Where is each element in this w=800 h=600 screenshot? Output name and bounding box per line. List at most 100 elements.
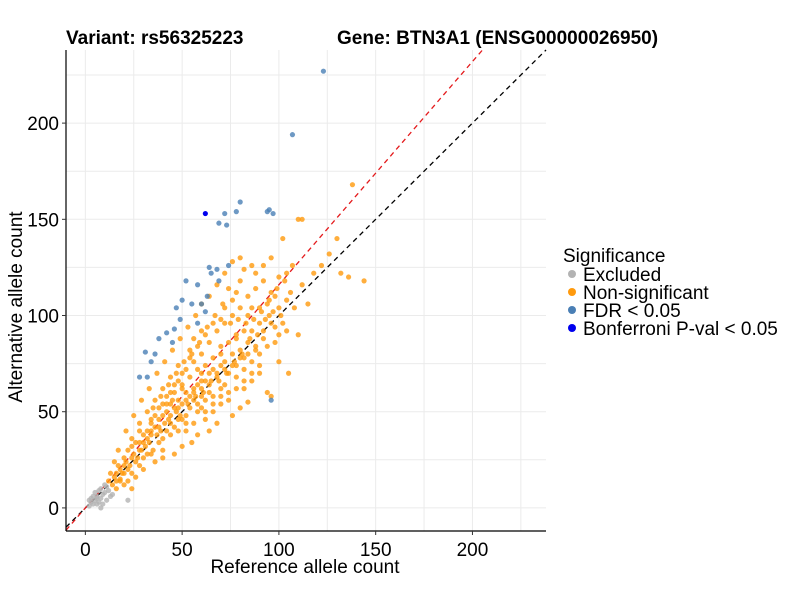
point-non-significant — [179, 382, 185, 388]
point-fdr-0-05 — [169, 339, 176, 346]
point-fdr-0-05 — [156, 336, 162, 342]
point-non-significant — [227, 320, 234, 326]
point-non-significant — [175, 405, 181, 411]
point-non-significant — [133, 439, 139, 446]
point-non-significant — [218, 386, 224, 392]
point-non-significant — [150, 447, 156, 453]
point-non-significant — [249, 262, 255, 269]
point-excluded — [96, 487, 102, 494]
point-non-significant — [144, 409, 150, 415]
point-fdr-0-05 — [320, 68, 327, 74]
point-non-significant — [249, 370, 255, 376]
point-non-significant — [187, 374, 193, 380]
point-non-significant — [131, 412, 137, 419]
point-non-significant — [123, 459, 129, 465]
point-non-significant — [113, 486, 119, 492]
point-non-significant — [198, 328, 205, 334]
point-non-significant — [206, 389, 212, 396]
point-non-significant — [256, 351, 263, 357]
point-fdr-0-05 — [179, 297, 185, 303]
point-non-significant — [129, 443, 135, 449]
point-non-significant — [175, 428, 181, 434]
point-non-significant — [253, 347, 259, 353]
point-non-significant — [268, 289, 274, 296]
point-non-significant — [140, 439, 147, 446]
point-non-significant — [280, 320, 286, 326]
point-non-significant — [123, 428, 129, 434]
point-non-significant — [183, 428, 189, 434]
point-fdr-0-05 — [268, 397, 274, 403]
point-non-significant — [140, 455, 147, 461]
point-non-significant — [138, 397, 145, 403]
point-fdr-0-05 — [214, 266, 220, 272]
point-non-significant — [164, 393, 170, 399]
point-excluded — [102, 489, 108, 496]
point-non-significant — [191, 397, 197, 403]
point-non-significant — [216, 378, 222, 384]
point-non-significant — [253, 270, 259, 276]
point-non-significant — [198, 370, 205, 376]
point-non-significant — [210, 320, 216, 326]
point-non-significant — [229, 259, 236, 265]
point-non-significant — [185, 324, 191, 330]
y-axis-title: Alternative allele count — [6, 211, 27, 403]
point-non-significant — [146, 386, 152, 392]
point-non-significant — [152, 412, 158, 419]
point-non-significant — [154, 432, 160, 438]
point-non-significant — [276, 274, 282, 280]
point-non-significant — [239, 351, 245, 357]
point-non-significant — [144, 428, 150, 434]
point-non-significant — [218, 401, 224, 407]
point-non-significant — [179, 386, 185, 392]
point-non-significant — [295, 332, 301, 338]
point-non-significant — [179, 401, 185, 407]
point-non-significant — [229, 362, 236, 369]
point-non-significant — [284, 270, 290, 276]
point-non-significant — [295, 216, 301, 222]
point-non-significant — [229, 312, 236, 319]
point-non-significant — [177, 412, 183, 419]
chart-title-gene: Gene: BTN3A1 (ENSG00000026950) — [337, 28, 658, 49]
point-non-significant — [125, 466, 131, 473]
point-non-significant — [191, 386, 197, 392]
tick-labels: 0 50 100 150 200 0 50 100 150 200 — [27, 114, 488, 561]
axes — [65, 50, 546, 532]
point-non-significant — [179, 443, 185, 449]
point-fdr-0-05 — [183, 278, 189, 284]
point-non-significant — [191, 336, 197, 342]
point-non-significant — [210, 409, 216, 415]
y-tick-label: 50 — [38, 403, 59, 424]
point-non-significant — [125, 478, 131, 484]
point-non-significant — [299, 216, 305, 222]
point-non-significant — [233, 289, 239, 296]
point-non-significant — [218, 316, 224, 322]
point-non-significant — [183, 389, 189, 396]
point-non-significant — [113, 470, 119, 476]
point-non-significant — [245, 312, 251, 319]
point-excluded — [98, 495, 104, 501]
point-non-significant — [245, 351, 251, 357]
point-non-significant — [222, 382, 228, 388]
point-non-significant — [189, 439, 195, 446]
point-non-significant — [237, 347, 243, 353]
point-non-significant — [148, 451, 154, 457]
point-non-significant — [148, 420, 154, 426]
point-fdr-0-05 — [173, 305, 179, 311]
legend-swatch-non-significant — [568, 288, 576, 296]
point-non-significant — [272, 293, 278, 299]
x-tick-label: 50 — [172, 540, 193, 561]
point-non-significant — [117, 478, 123, 484]
point-non-significant — [264, 343, 270, 349]
point-non-significant — [158, 393, 164, 399]
x-tick-label: 100 — [263, 540, 295, 561]
point-non-significant — [109, 482, 116, 488]
point-non-significant — [144, 436, 150, 442]
x-axis-title: Reference allele count — [210, 557, 400, 578]
point-non-significant — [136, 462, 143, 469]
point-non-significant — [249, 378, 255, 384]
x-tick-label: 200 — [457, 540, 489, 561]
point-fdr-0-05 — [195, 320, 201, 326]
point-fdr-0-05 — [189, 301, 195, 307]
point-non-significant — [129, 455, 135, 461]
point-non-significant — [183, 412, 189, 419]
